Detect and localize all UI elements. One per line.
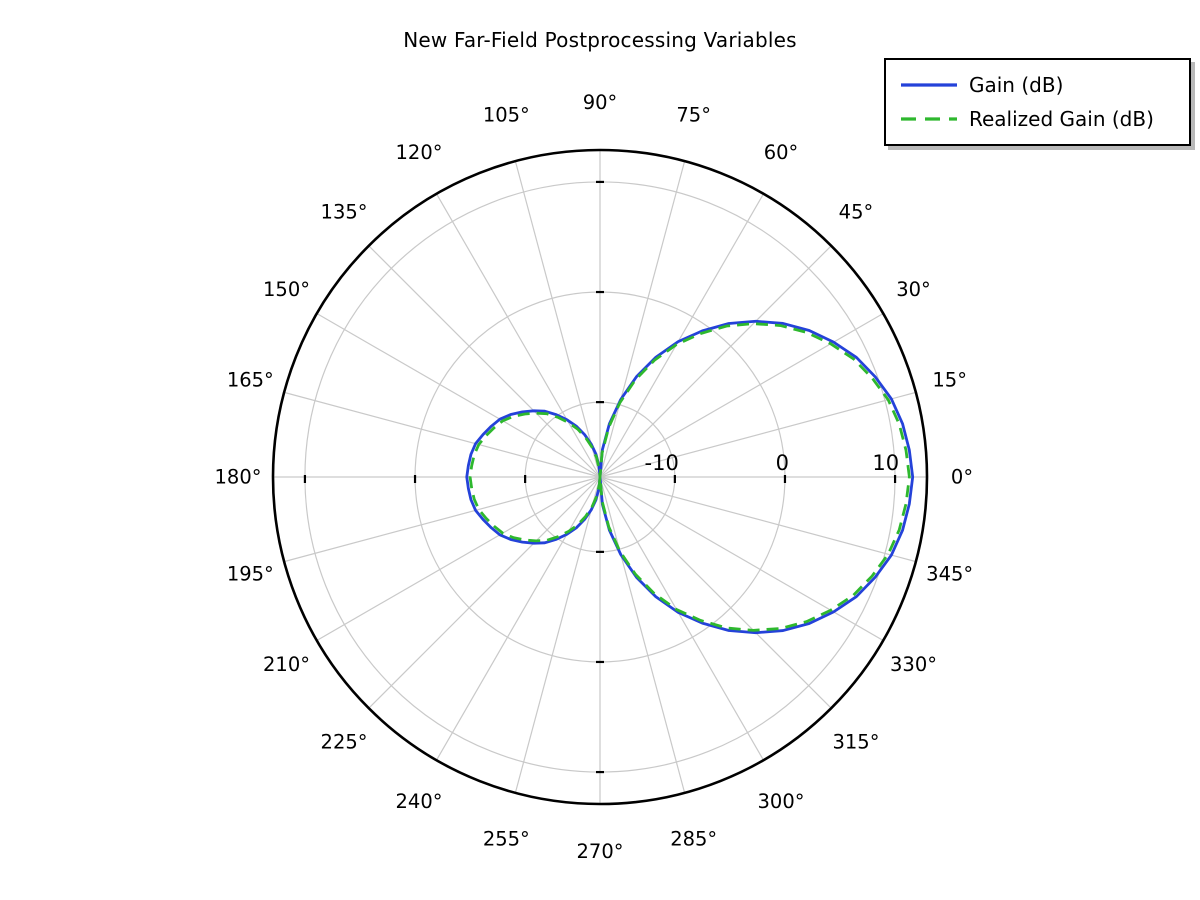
grid-spoke — [435, 476, 601, 761]
legend-label: Realized Gain (dB) — [969, 107, 1154, 131]
radial-tick-label: 0 — [776, 451, 789, 475]
realized-gain-curve — [468, 322, 911, 632]
angle-label: 255° — [483, 827, 530, 850]
radial-tick-label: -10 — [645, 451, 679, 475]
grid-spoke — [435, 193, 601, 478]
legend-label: Gain (dB) — [969, 73, 1064, 97]
grid-spoke — [599, 160, 686, 478]
grid-spoke — [316, 476, 601, 642]
angle-label: 90° — [583, 91, 618, 114]
gain-curve — [465, 319, 915, 635]
chart-title: New Far-Field Postprocessing Variables — [403, 28, 797, 52]
grid-spoke — [599, 476, 917, 563]
angle-label: 285° — [670, 827, 717, 850]
angle-label: 210° — [263, 653, 310, 676]
angle-label: 180° — [215, 466, 262, 489]
angle-label: 330° — [890, 653, 937, 676]
outer-circle — [271, 148, 929, 806]
angle-label: 15° — [932, 369, 967, 392]
dashed-line-icon — [901, 117, 957, 121]
angle-label: 315° — [832, 730, 879, 753]
solid-line-icon — [901, 83, 957, 87]
angle-label: 165° — [227, 369, 274, 392]
angle-label: 240° — [396, 790, 443, 813]
angle-label: 105° — [483, 104, 530, 127]
grid-spoke — [599, 391, 917, 478]
angle-label: 30° — [896, 278, 931, 301]
grid-spoke — [599, 476, 884, 642]
grid-spoke — [283, 391, 601, 478]
grid-spoke — [599, 193, 765, 478]
grid-spoke — [514, 160, 601, 478]
angle-label: 60° — [764, 141, 799, 164]
angle-label: 345° — [926, 562, 973, 585]
grid-spoke — [599, 476, 832, 709]
angle-label: 135° — [321, 201, 368, 224]
angle-label: 300° — [758, 790, 805, 813]
angle-label: 195° — [227, 562, 274, 585]
grid-spoke — [514, 476, 601, 794]
legend-item-realized-gain: Realized Gain (dB) — [886, 102, 1189, 136]
grid-spoke — [599, 476, 765, 761]
grid-spoke — [599, 245, 832, 478]
angle-label: 225° — [321, 730, 368, 753]
angle-label: 75° — [676, 104, 711, 127]
grid-spoke — [599, 312, 884, 478]
grid-spoke — [599, 476, 686, 794]
angle-label: 150° — [263, 278, 310, 301]
angle-label: 120° — [396, 141, 443, 164]
grid-spoke — [368, 245, 601, 478]
radial-tick-label: 10 — [872, 451, 899, 475]
grid-spoke — [316, 312, 601, 478]
angle-label: 45° — [839, 201, 874, 224]
angle-label: 270° — [577, 840, 624, 863]
legend: Gain (dB) Realized Gain (dB) — [884, 58, 1191, 146]
angle-label: 0° — [951, 466, 973, 489]
legend-item-gain: Gain (dB) — [886, 68, 1189, 102]
grid-spoke — [283, 476, 601, 563]
grid-spoke — [368, 476, 601, 709]
